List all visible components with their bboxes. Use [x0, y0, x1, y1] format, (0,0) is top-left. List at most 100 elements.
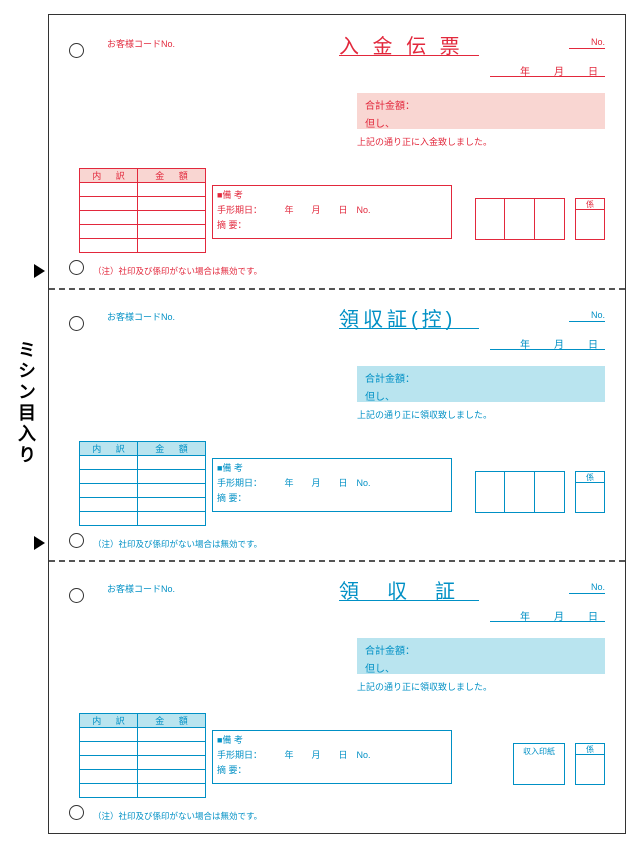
confirmation-text: 上記の通り正に入金致しました。: [357, 135, 605, 148]
footnote: （注）社印及び係印がない場合は無効です。: [93, 265, 262, 277]
table-cell: [138, 211, 206, 225]
slip-section: お客様コードNo.入 金 伝 票No.年 月 日合計金額：但し、上記の通り正に入…: [49, 15, 625, 285]
total-amount-label: 合計金額：: [365, 642, 597, 657]
punch-hole-icon: [69, 43, 84, 58]
table-cell: [80, 211, 138, 225]
staff-stamp-box: 係: [575, 198, 605, 240]
stamp-cell: [535, 198, 565, 240]
form-page: お客様コードNo.入 金 伝 票No.年 月 日合計金額：但し、上記の通り正に入…: [48, 14, 626, 834]
punch-hole-icon: [69, 316, 84, 331]
stamp-area: 収入印紙係: [513, 743, 605, 785]
number-label: No.: [591, 310, 605, 320]
number-label: No.: [591, 582, 605, 592]
proviso-label: 但し、: [365, 115, 597, 130]
table-cell: [80, 728, 138, 742]
stamp-area: 係: [475, 471, 605, 513]
date-underline: [490, 621, 605, 622]
table-cell: [138, 756, 206, 770]
stamp-cell: [475, 471, 505, 513]
summary-line: 摘 要：: [217, 218, 447, 231]
title-underline: [339, 55, 479, 56]
number-underline: [569, 48, 605, 49]
title-underline: [339, 328, 479, 329]
stamp-box-group: [475, 471, 565, 513]
summary-line: 摘 要：: [217, 491, 447, 504]
total-amount-label: 合計金額：: [365, 97, 597, 112]
staff-stamp-box: 係: [575, 471, 605, 513]
table-cell: [138, 512, 206, 526]
perforation-arrow-icon: [34, 536, 45, 550]
table-cell: [80, 484, 138, 498]
table-cell: [80, 756, 138, 770]
table-cell: [138, 784, 206, 798]
table-cell: [138, 498, 206, 512]
stamp-cell: [505, 198, 535, 240]
staff-stamp-cell: 係: [575, 198, 605, 240]
staff-stamp-header: 係: [576, 744, 604, 755]
table-header: 内 訳: [80, 714, 138, 728]
customer-code-label: お客様コードNo.: [107, 37, 175, 50]
punch-hole-icon: [69, 533, 84, 548]
confirmation-text: 上記の通り正に領収致しました。: [357, 680, 605, 693]
breakdown-table: 内 訳金 額: [79, 441, 206, 526]
footnote: （注）社印及び係印がない場合は無効です。: [93, 810, 262, 822]
table-cell: [80, 239, 138, 253]
customer-code-label: お客様コードNo.: [107, 310, 175, 323]
table-cell: [138, 728, 206, 742]
table-cell: [80, 512, 138, 526]
confirmation-text: 上記の通り正に領収致しました。: [357, 408, 605, 421]
total-amount-label: 合計金額：: [365, 370, 597, 385]
breakdown-table: 内 訳金 額: [79, 168, 206, 253]
staff-stamp-header: 係: [576, 472, 604, 483]
punch-hole-icon: [69, 588, 84, 603]
table-cell: [138, 742, 206, 756]
remarks-box: ■備 考手形期日： 年 月 日 No. 摘 要：: [212, 730, 452, 784]
breakdown-table: 内 訳金 額: [79, 713, 206, 798]
remarks-box: ■備 考手形期日： 年 月 日 No. 摘 要：: [212, 185, 452, 239]
table-cell: [80, 770, 138, 784]
stamp-box-group: [475, 198, 565, 240]
staff-stamp-header: 係: [576, 199, 604, 210]
number-underline: [569, 321, 605, 322]
amount-box: 合計金額： 但し、: [357, 638, 605, 674]
table-cell: [138, 470, 206, 484]
stamp-cell: [505, 471, 535, 513]
table-cell: [80, 197, 138, 211]
table-header: 内 訳: [80, 169, 138, 183]
staff-stamp-cell: 係: [575, 743, 605, 785]
date-underline: [490, 76, 605, 77]
stamp-cell: [535, 471, 565, 513]
customer-code-label: お客様コードNo.: [107, 582, 175, 595]
slip-section: お客様コードNo.領収証(控)No.年 月 日合計金額：但し、上記の通り正に領収…: [49, 288, 625, 558]
table-cell: [138, 183, 206, 197]
table-cell: [138, 225, 206, 239]
bill-date-line: 手形期日： 年 月 日 No.: [217, 748, 447, 761]
bill-date-line: 手形期日： 年 月 日 No.: [217, 203, 447, 216]
stamp-area: 係: [475, 198, 605, 240]
staff-stamp-box: 係: [575, 743, 605, 785]
stamp-cell: [475, 198, 505, 240]
table-cell: [80, 456, 138, 470]
remarks-title: ■備 考: [217, 733, 447, 746]
bill-date-line: 手形期日： 年 月 日 No.: [217, 476, 447, 489]
table-cell: [138, 484, 206, 498]
table-cell: [80, 225, 138, 239]
table-header: 金 額: [138, 714, 206, 728]
table-cell: [138, 197, 206, 211]
table-cell: [80, 470, 138, 484]
table-cell: [80, 784, 138, 798]
proviso-label: 但し、: [365, 388, 597, 403]
title-underline: [339, 600, 479, 601]
punch-hole-icon: [69, 260, 84, 275]
number-label: No.: [591, 37, 605, 47]
table-cell: [80, 742, 138, 756]
perforation-label: ミシン目入り: [13, 340, 39, 466]
summary-line: 摘 要：: [217, 763, 447, 776]
revenue-stamp-box: 収入印紙: [513, 743, 565, 785]
remarks-title: ■備 考: [217, 188, 447, 201]
footnote: （注）社印及び係印がない場合は無効です。: [93, 538, 262, 550]
table-cell: [138, 239, 206, 253]
proviso-label: 但し、: [365, 660, 597, 675]
table-cell: [138, 456, 206, 470]
table-header: 金 額: [138, 442, 206, 456]
